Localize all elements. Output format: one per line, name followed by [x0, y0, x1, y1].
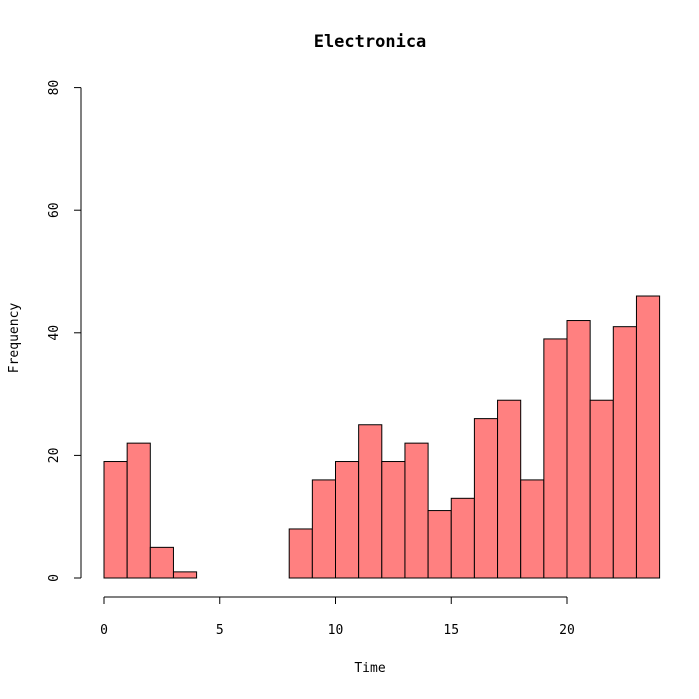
x-tick-label: 5: [216, 623, 224, 638]
histogram-bar: [520, 479, 545, 579]
histogram-bar: [543, 338, 568, 579]
y-axis-label: Frequency: [7, 303, 22, 374]
histogram-bar: [358, 424, 383, 579]
y-tick-label: 0: [47, 574, 62, 582]
histogram-bar: [311, 479, 337, 579]
bars-group: [103, 295, 661, 579]
histogram-bar: [404, 442, 429, 579]
histogram-bar: [450, 497, 475, 579]
x-tick-label: 20: [559, 623, 575, 638]
x-axis: 0 5 10 15 20: [100, 596, 575, 638]
x-tick-label: 10: [328, 623, 344, 638]
y-axis: 0 20 40 60 80: [47, 80, 82, 582]
y-tick-label: 80: [47, 80, 62, 96]
histogram-bar: [427, 510, 452, 579]
y-tick-label: 60: [47, 202, 62, 218]
histogram-bar: [126, 442, 151, 579]
y-tick-label: 20: [47, 448, 62, 464]
histogram-bar: [149, 546, 174, 579]
histogram-bar: [103, 461, 128, 579]
histogram-bar: [381, 461, 406, 579]
y-tick-label: 40: [47, 325, 62, 341]
x-axis-label: Time: [354, 661, 385, 676]
chart-title: Electronica: [314, 32, 427, 52]
histogram-bar: [566, 320, 591, 579]
histogram-bar: [335, 461, 360, 579]
x-tick-label: 0: [100, 623, 108, 638]
histogram-bar: [497, 399, 522, 579]
histogram-bar: [473, 418, 499, 579]
histogram-bar: [635, 295, 661, 579]
histogram-bar: [288, 528, 313, 579]
histogram-bar: [172, 571, 198, 579]
x-tick-label: 15: [443, 623, 459, 638]
histogram-bar: [612, 326, 637, 579]
histogram-bar: [589, 399, 614, 579]
